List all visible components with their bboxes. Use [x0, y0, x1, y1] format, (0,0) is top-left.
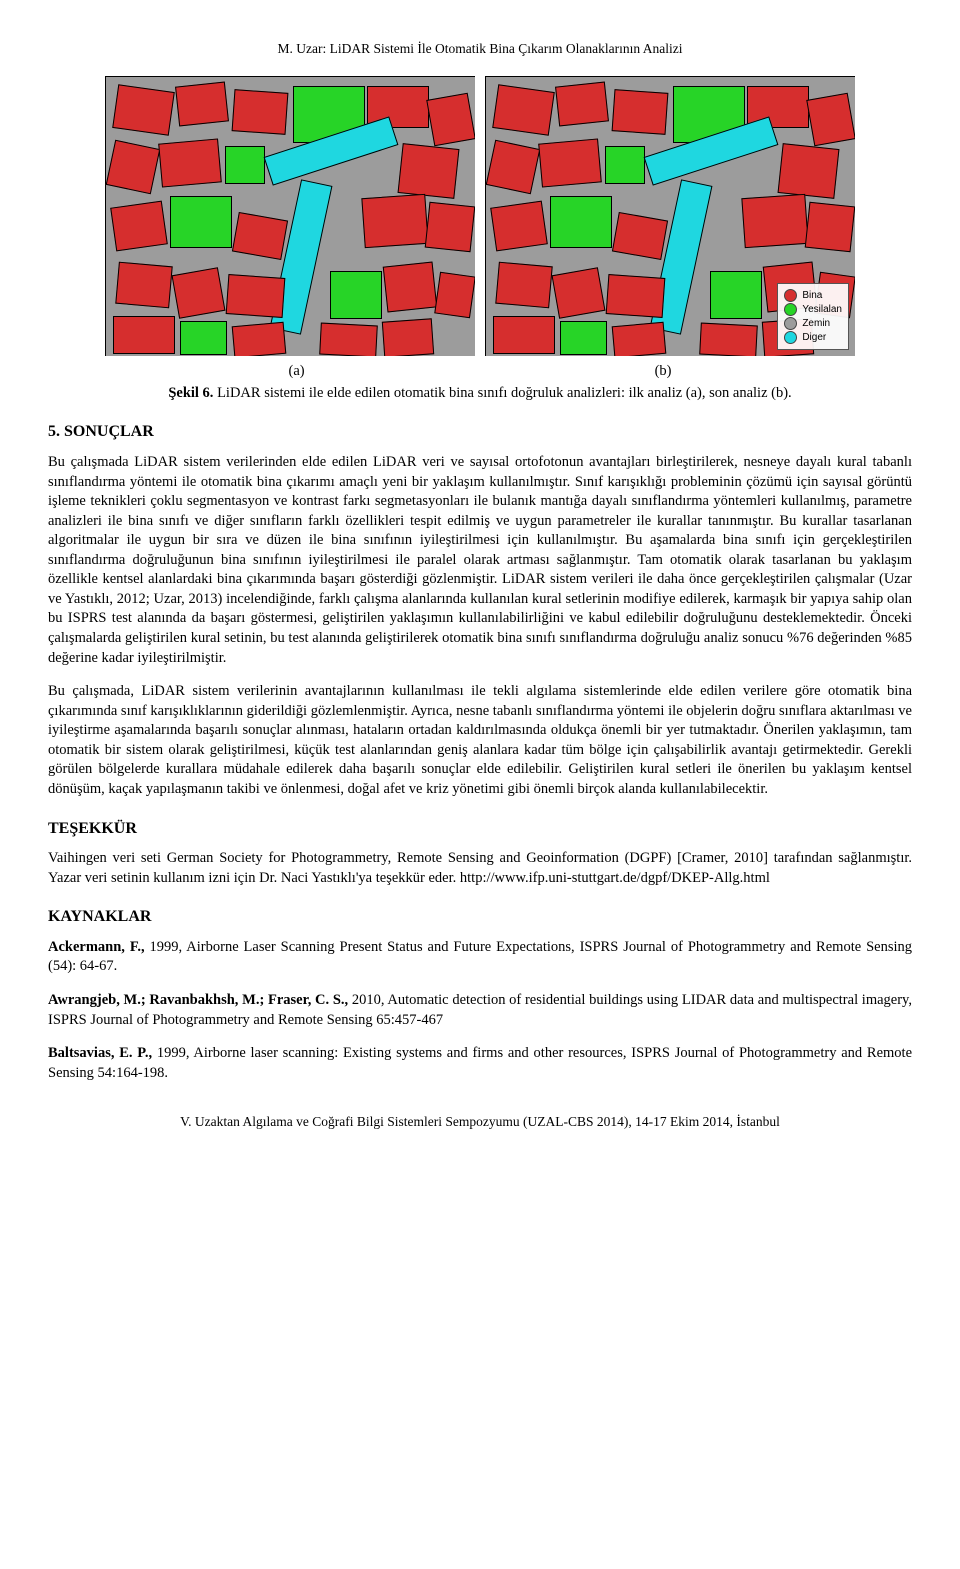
map-shape-yesil [330, 271, 382, 319]
figure-caption-strong: Şekil 6. [168, 385, 213, 401]
figure-sub-labels: (a) (b) [48, 362, 912, 382]
map-shape-bina [492, 84, 555, 136]
map-shape-bina [383, 262, 438, 313]
tesekkur-paragraph: Vaihingen veri seti German Society for P… [48, 849, 912, 888]
map-shape-yesil [550, 196, 612, 248]
legend-swatch [784, 331, 797, 344]
map-shape-bina [538, 139, 602, 188]
map-shape-bina [158, 139, 222, 188]
map-shape-bina [741, 194, 808, 248]
map-shape-bina [398, 143, 460, 199]
reference-item: Baltsavias, E. P., 1999, Airborne laser … [48, 1044, 912, 1083]
map-shape-bina [606, 274, 666, 318]
map-shape-bina [172, 267, 226, 318]
map-shape-bina [490, 201, 548, 252]
figure-caption-rest: LiDAR sistemi ile elde edilen otomatik b… [213, 385, 791, 401]
sonuclar-paragraph-1: Bu çalışmada LiDAR sistem verilerinden e… [48, 453, 912, 668]
reference-rest: 1999, Airborne Laser Scanning Present St… [48, 939, 912, 975]
figure-caption: Şekil 6. LiDAR sistemi ile elde edilen o… [48, 384, 912, 404]
map-shape-bina [434, 272, 475, 319]
reference-item: Awrangjeb, M.; Ravanbakhsh, M.; Fraser, … [48, 991, 912, 1030]
map-shape-bina [110, 201, 168, 252]
map-shape-bina [805, 202, 855, 253]
figure-sub-a: (a) [288, 362, 304, 382]
map-shape-bina [115, 262, 172, 309]
sonuclar-paragraph-2: Bu çalışmada, LiDAR sistem verilerinin a… [48, 682, 912, 799]
map-shape-bina [486, 140, 541, 195]
map-shape-bina [319, 323, 378, 356]
legend-row: Bina [784, 289, 842, 302]
map-shape-bina [232, 322, 287, 356]
legend-label: Yesilalan [802, 303, 842, 316]
map-shape-yesil [560, 321, 607, 355]
section-head-sonuclar: 5. SONUÇLAR [48, 421, 912, 443]
legend-swatch [784, 289, 797, 302]
legend-swatch [784, 303, 797, 316]
map-shape-yesil [170, 196, 232, 248]
reference-authors: Awrangjeb, M.; Ravanbakhsh, M.; Fraser, … [48, 992, 348, 1008]
map-shape-bina [612, 322, 667, 356]
legend-row: Diger [784, 331, 842, 344]
map-shape-yesil [710, 271, 762, 319]
map-shape-bina [495, 262, 552, 309]
legend-label: Diger [802, 331, 826, 344]
figure-row: BinaYesilalanZeminDiger [48, 76, 912, 356]
figure-panel-b: BinaYesilalanZeminDiger [485, 76, 855, 356]
map-shape-bina [113, 316, 175, 354]
map-shape-bina [493, 316, 555, 354]
reference-authors: Baltsavias, E. P., [48, 1045, 152, 1061]
figure-sub-b: (b) [655, 362, 672, 382]
reference-authors: Ackermann, F., [48, 939, 145, 955]
map-shape-bina [806, 93, 855, 147]
references-list: Ackermann, F., 1999, Airborne Laser Scan… [48, 938, 912, 1083]
map-shape-bina [699, 323, 758, 356]
map-shape-bina [778, 143, 840, 199]
map-shape-bina [226, 274, 286, 318]
map-shape-bina [361, 194, 428, 248]
map-shape-bina [106, 140, 161, 195]
legend-row: Zemin [784, 317, 842, 330]
section-head-tesekkur: TEŞEKKÜR [48, 818, 912, 840]
map-legend: BinaYesilalanZeminDiger [777, 283, 849, 350]
map-shape-bina [382, 319, 434, 357]
map-shape-yesil [180, 321, 227, 355]
map-shape-bina [175, 82, 229, 127]
page-footer: V. Uzaktan Algılama ve Coğrafi Bilgi Sis… [48, 1113, 912, 1131]
legend-label: Zemin [802, 317, 830, 330]
section-head-kaynaklar: KAYNAKLAR [48, 906, 912, 928]
legend-swatch [784, 317, 797, 330]
map-shape-bina [552, 267, 606, 318]
map-shape-bina [612, 89, 669, 135]
reference-rest: 1999, Airborne laser scanning: Existing … [48, 1045, 912, 1081]
map-shape-bina [555, 82, 609, 127]
running-head: M. Uzar: LiDAR Sistemi İle Otomatik Bina… [48, 40, 912, 58]
figure-panel-a [105, 76, 475, 356]
map-shape-yesil [225, 146, 265, 184]
map-shape-bina [232, 89, 289, 135]
map-shape-bina [112, 84, 175, 136]
map-shape-bina [426, 93, 475, 147]
legend-label: Bina [802, 289, 822, 302]
map-shape-yesil [605, 146, 645, 184]
reference-item: Ackermann, F., 1999, Airborne Laser Scan… [48, 938, 912, 977]
map-shape-bina [425, 202, 475, 253]
legend-row: Yesilalan [784, 303, 842, 316]
